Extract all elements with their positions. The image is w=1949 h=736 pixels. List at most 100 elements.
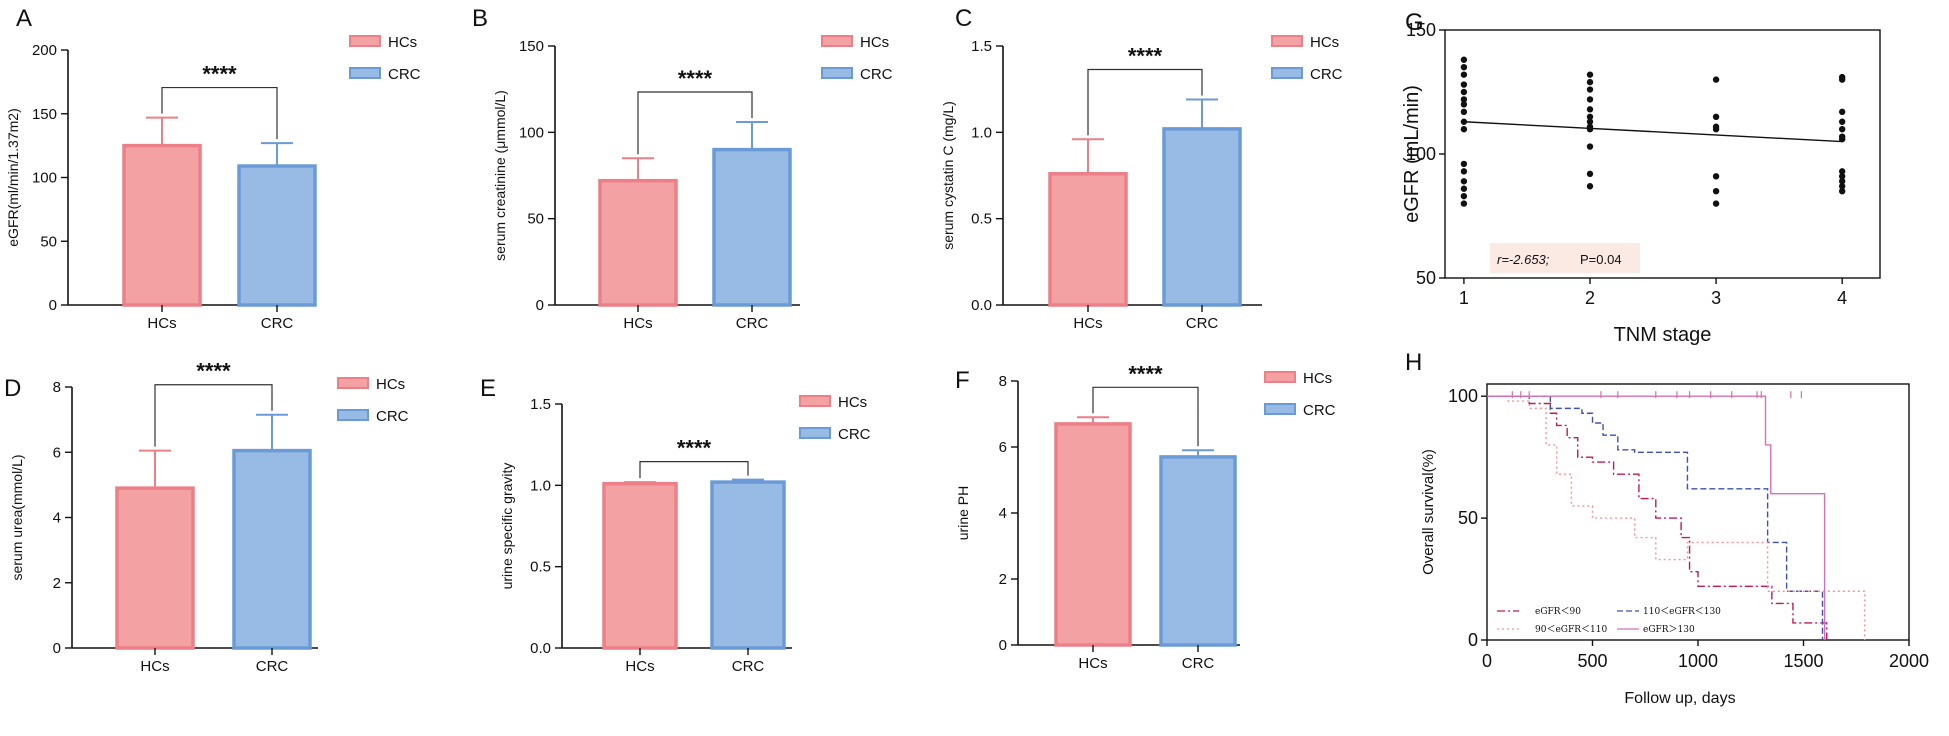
- y-axis-label: serum cystatin C (mg/L): [940, 101, 956, 250]
- scatter-point: [1838, 183, 1846, 190]
- scatter-point: [1586, 118, 1594, 125]
- scatter-point: [1460, 118, 1468, 125]
- panel-label-G: G: [1405, 9, 1424, 36]
- significance-stars: ****: [678, 66, 713, 91]
- y-axis-label: serum creatinine (μmmol/L): [492, 90, 508, 261]
- bar-hcs: [115, 486, 195, 650]
- scatter-point: [1586, 183, 1594, 190]
- y-tick-label: 0.0: [971, 297, 992, 314]
- y-tick-label: 200: [32, 42, 57, 59]
- y-tick-label: 50: [40, 233, 57, 250]
- bar-crc: [237, 164, 317, 307]
- x-tick-label: HCs: [1078, 655, 1107, 672]
- plot-frame: [1486, 383, 1910, 641]
- scatter-point: [1460, 200, 1468, 207]
- y-tick-label: 0: [49, 297, 57, 314]
- scatter-point: [1838, 126, 1846, 133]
- km-curve-3: [1487, 395, 1826, 640]
- legend-label: eGFR＜90: [1535, 607, 1581, 617]
- significance-bracket: [637, 91, 753, 155]
- y-tick-label: 150: [1406, 20, 1436, 40]
- km-curve-1: [1487, 395, 1824, 640]
- scatter-point: [1838, 76, 1846, 83]
- significance-bracket: [1092, 386, 1199, 447]
- scatter-point: [1838, 168, 1846, 175]
- legend-label: HCs: [838, 394, 867, 411]
- scatter-point: [1586, 113, 1594, 121]
- scatter-point: [1712, 76, 1720, 83]
- panel-label-A: A: [16, 5, 32, 32]
- bar-crc: [1162, 127, 1242, 307]
- x-tick-label: 2: [1585, 288, 1595, 308]
- significance-bracket: [154, 384, 273, 447]
- y-tick-label: 0: [999, 637, 1007, 654]
- bar-hcs: [1054, 422, 1132, 647]
- y-tick-label: 0.0: [530, 640, 551, 657]
- bar-crc: [1159, 455, 1237, 647]
- significance-stars: ****: [1128, 361, 1163, 386]
- y-tick-label: 50: [1416, 268, 1436, 288]
- significance-bracket: [1087, 68, 1203, 136]
- scatter-point: [1460, 101, 1468, 108]
- x-tick-label: CRC: [732, 658, 765, 675]
- scatter-point: [1586, 106, 1594, 113]
- y-tick-label: 150: [519, 38, 544, 55]
- scatter-point: [1838, 173, 1846, 180]
- scatter-point: [1712, 200, 1720, 207]
- bar-chart-E: E 0.0 0.5 1.0 1.5 urine specific gravity HCs CR…: [480, 375, 871, 675]
- legend-label: HCs: [376, 376, 405, 393]
- legend-label: CRC: [1303, 402, 1336, 419]
- legend-label: CRC: [376, 408, 409, 425]
- x-axis-label: TNM stage: [1614, 324, 1712, 346]
- panel-label-B: B: [472, 5, 488, 32]
- y-tick-label: 50: [527, 211, 544, 228]
- scatter-point: [1586, 170, 1594, 178]
- scatter-point: [1460, 63, 1468, 71]
- y-tick-label: 0.5: [971, 211, 992, 228]
- y-tick-label: 4: [999, 505, 1007, 522]
- legend-label: HCs: [1303, 370, 1332, 387]
- scatter-point: [1586, 96, 1594, 103]
- y-tick-label: 0: [53, 640, 61, 657]
- bar-hcs: [602, 481, 678, 650]
- x-tick-label: 3: [1711, 288, 1721, 308]
- y-axis-label: eGFR (mL/min): [1401, 85, 1423, 223]
- panel-label-D: D: [4, 375, 21, 402]
- y-tick-label: 4: [53, 510, 61, 527]
- legend-swatch-crc: [1264, 403, 1296, 415]
- bar-chart-C: C 0.0 0.5 1.0 1.5 serum cystatin C (mg/L) HCs C…: [940, 5, 1343, 332]
- bar-crc: [232, 448, 312, 650]
- significance-stars: ****: [196, 359, 231, 384]
- x-tick-label: CRC: [736, 315, 769, 332]
- scatter-point: [1838, 108, 1846, 116]
- y-tick-label: 1.0: [530, 477, 551, 494]
- y-tick-label: 0: [536, 297, 544, 314]
- scatter-point: [1712, 188, 1720, 195]
- legend-swatch-hcs: [1264, 371, 1296, 383]
- legend-swatch-hcs: [349, 35, 381, 47]
- scatter-point: [1460, 56, 1468, 63]
- legend-label: CRC: [388, 66, 421, 83]
- x-tick-label: 1: [1459, 288, 1469, 308]
- y-tick-label: 0: [1468, 630, 1478, 650]
- scatter-point: [1460, 160, 1468, 168]
- x-tick-label: 1500: [1783, 651, 1823, 671]
- bar-hcs: [122, 143, 202, 307]
- bar-hcs: [1048, 172, 1128, 307]
- y-tick-label: 100: [1448, 386, 1478, 406]
- scatter-point: [1460, 71, 1468, 78]
- y-axis-label: Overall survival(%): [1420, 449, 1437, 575]
- scatter-point: [1460, 126, 1468, 133]
- scatter-point: [1460, 192, 1468, 200]
- x-axis-label: Follow up, days: [1624, 690, 1735, 707]
- scatter-point: [1838, 178, 1846, 185]
- x-tick-label: 500: [1577, 651, 1607, 671]
- scatter-point: [1460, 178, 1468, 185]
- panel-label-E: E: [480, 375, 496, 402]
- legend-swatch-crc: [337, 409, 369, 421]
- scatter-chart-G: G 50 100 150 1 2 3 4 TNM stage eGFR (mL/min) r=-2.…: [1401, 9, 1881, 346]
- y-tick-label: 8: [53, 379, 61, 396]
- stats-annotation-box: [1490, 243, 1640, 273]
- legend-label: CRC: [1310, 66, 1343, 83]
